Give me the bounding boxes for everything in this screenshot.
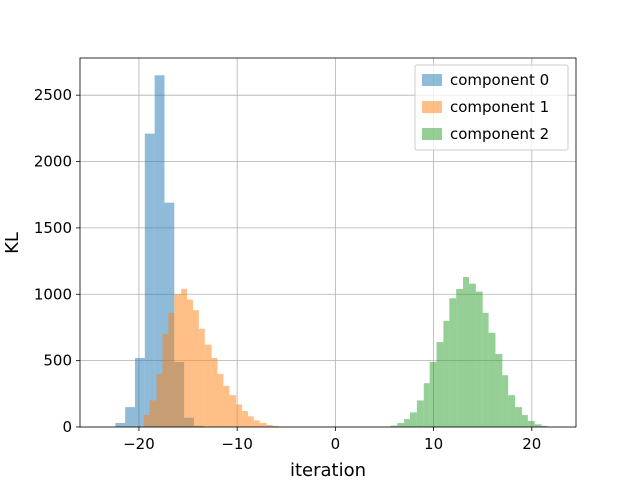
y-axis-label: KL (2, 232, 23, 254)
histogram-bar-component-0 (125, 407, 136, 427)
histogram-bar-component-1 (259, 423, 267, 427)
x-tick-label: −10 (221, 435, 253, 453)
histogram-bar-component-1 (204, 344, 212, 427)
histogram-bar-component-2 (423, 383, 430, 427)
histogram-bar-component-2 (397, 423, 405, 427)
histogram-bar-component-1 (181, 288, 188, 427)
histogram-bar-component-2 (527, 421, 535, 427)
x-tick-label: 10 (424, 435, 443, 453)
histogram-bar-component-2 (390, 425, 398, 427)
y-tick-label: 2000 (34, 153, 72, 171)
histogram-bar-component-2 (508, 395, 516, 427)
legend-label: component 2 (450, 125, 549, 143)
histogram-bar-component-2 (456, 288, 464, 427)
y-tick-label: 0 (62, 418, 72, 436)
x-tick-label: −20 (123, 435, 155, 453)
histogram-bar-component-2 (541, 425, 548, 427)
histogram-bar-component-1 (272, 425, 279, 427)
histogram-bar-component-0 (144, 133, 155, 428)
histogram-bar-component-1 (168, 312, 175, 427)
histogram-bar-component-1 (223, 385, 230, 427)
histogram-bar-component-1 (187, 299, 193, 427)
legend-swatch (422, 101, 442, 113)
histogram-bar-component-1 (266, 425, 273, 427)
histogram-bar-component-2 (534, 424, 542, 427)
histogram-bar-component-0 (115, 423, 126, 427)
histogram-bar-component-2 (449, 298, 457, 427)
legend-swatch (422, 128, 442, 140)
legend: component 0 component 1 component 2 (414, 64, 569, 151)
x-axis-ticks: −20 −10 0 10 20 (123, 427, 541, 453)
histogram-bar-component-2 (463, 277, 469, 427)
histogram-bar-component-1 (229, 395, 237, 427)
y-axis-ticks: 0 500 1000 1500 2000 2500 (34, 86, 80, 436)
histogram-bar-component-1 (242, 411, 248, 427)
histogram-bars (115, 75, 548, 428)
histogram-bar-component-2 (488, 332, 496, 427)
histogram-bar-component-2 (416, 400, 424, 427)
histogram-bar-component-2 (521, 415, 528, 427)
histogram-bar-component-1 (162, 334, 169, 427)
histogram-bar-component-2 (410, 412, 417, 427)
histogram-bar-component-2 (436, 342, 444, 427)
histogram-bar-component-1 (198, 328, 205, 427)
histogram-bar-component-1 (149, 400, 157, 427)
y-tick-label: 1000 (34, 285, 72, 303)
histogram-bar-component-1 (143, 415, 150, 427)
x-axis-label: iteration (290, 460, 366, 480)
histogram-bar-component-2 (404, 419, 411, 427)
histogram-bar-component-1 (253, 420, 260, 427)
x-tick-label: 0 (331, 435, 341, 453)
legend-label: component 1 (450, 98, 549, 116)
y-tick-label: 500 (43, 352, 72, 370)
plot-frame (79, 57, 577, 428)
histogram-bar-component-2 (502, 375, 509, 427)
legend-frame (414, 64, 569, 151)
histogram-bar-component-0 (154, 75, 165, 427)
y-tick-label: 2500 (34, 86, 72, 104)
histogram-bar-component-2 (482, 312, 489, 427)
histogram-bar-component-1 (236, 404, 243, 427)
histogram-bar-component-2 (429, 361, 437, 427)
histogram-bar-component-2 (468, 283, 476, 427)
histogram-bar-component-2 (443, 320, 450, 427)
histogram-bar-component-1 (174, 294, 182, 427)
histogram-bar-component-2 (495, 353, 503, 427)
histogram-bar-component-2 (475, 291, 483, 427)
histogram-bar-component-1 (247, 416, 254, 427)
y-tick-label: 1500 (34, 219, 72, 237)
histogram-bar-component-1 (156, 373, 163, 427)
legend-label: component 0 (450, 71, 549, 89)
histogram-bar-component-0 (135, 357, 145, 427)
histogram-bar-component-1 (217, 373, 224, 427)
histogram-bar-component-1 (192, 310, 199, 427)
x-tick-label: 20 (522, 435, 541, 453)
histogram-bar-component-2 (515, 407, 522, 427)
legend-swatch (422, 74, 442, 86)
histogram-bar-component-1 (211, 357, 218, 427)
